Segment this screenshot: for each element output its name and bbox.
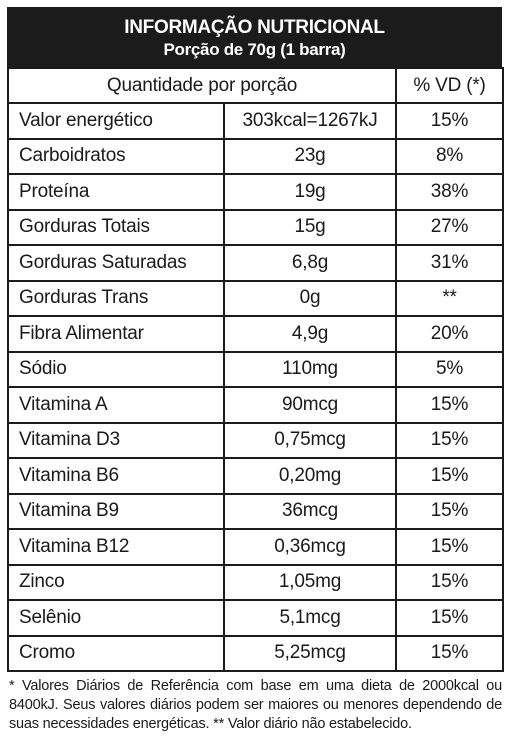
nutrient-amount: 5,1mcg — [222, 599, 398, 637]
nutrient-row: Fibra Alimentar 4,9g 20% — [7, 315, 505, 353]
nutrient-row: Gorduras Totais 15g 27% — [7, 208, 505, 246]
nutrient-row: Vitamina A 90mcg 15% — [7, 386, 505, 424]
nutrient-vd: 20% — [395, 315, 505, 353]
nutrient-vd: 31% — [395, 244, 505, 282]
nutrient-amount: 0,36mcg — [222, 528, 398, 566]
nutrient-name: Sódio — [7, 350, 225, 388]
nutrient-row: Proteína 19g 38% — [7, 173, 505, 211]
nutrient-row: Vitamina B6 0,20mg 15% — [7, 457, 505, 495]
nutrient-name: Selênio — [7, 599, 225, 637]
nutrient-amount: 110mg — [222, 350, 398, 388]
nutrient-row: Sódio 110mg 5% — [7, 350, 505, 388]
nutrient-vd: 8% — [395, 137, 505, 175]
nutrient-vd: 27% — [395, 208, 505, 246]
nutrient-vd: 15% — [395, 492, 505, 530]
nutrition-title: INFORMAÇÃO NUTRICIONAL — [124, 17, 385, 38]
quantity-column-header: Quantidade por porção — [6, 67, 398, 104]
nutrient-row: Vitamina B12 0,36mcg 15% — [7, 528, 505, 566]
nutrient-row: Gorduras Trans 0g ** — [7, 279, 505, 317]
nutrient-vd: 15% — [395, 528, 505, 566]
nutrient-vd: ** — [395, 279, 505, 317]
nutrient-row: Selênio 5,1mcg 15% — [7, 599, 505, 637]
nutrient-name: Valor energético — [7, 102, 225, 140]
nutrient-name: Proteína — [7, 173, 225, 211]
nutrient-name: Vitamina B9 — [7, 492, 225, 530]
nutrient-vd: 15% — [395, 457, 505, 495]
nutrition-table: Quantidade por porção % VD (*) Valor ene… — [6, 67, 505, 672]
nutrient-amount: 1,05mg — [222, 563, 398, 601]
nutrient-amount: 303kcal=1267kJ — [222, 102, 398, 140]
vd-column-header: % VD (*) — [395, 67, 505, 104]
nutrient-name: Cromo — [7, 634, 225, 672]
nutrient-amount: 0,75mcg — [222, 421, 398, 459]
nutrient-name: Carboidratos — [7, 137, 225, 175]
nutrient-name: Gorduras Trans — [7, 279, 225, 317]
nutrient-vd: 5% — [395, 350, 505, 388]
nutrient-amount: 5,25mcg — [222, 634, 398, 672]
nutrient-amount: 90mcg — [222, 386, 398, 424]
nutrient-row: Cromo 5,25mcg 15% — [7, 634, 505, 672]
nutrient-row: Carboidratos 23g 8% — [7, 137, 505, 175]
nutrient-vd: 15% — [395, 563, 505, 601]
nutrient-name: Gorduras Totais — [7, 208, 225, 246]
nutrient-row: Vitamina D3 0,75mcg 15% — [7, 421, 505, 459]
nutrient-row: Gorduras Saturadas 6,8g 31% — [7, 244, 505, 282]
nutrient-name: Fibra Alimentar — [7, 315, 225, 353]
nutrient-row: Zinco 1,05mg 15% — [7, 563, 505, 601]
nutrient-amount: 0g — [222, 279, 398, 317]
nutrient-amount: 19g — [222, 173, 398, 211]
serving-size: Porção de 70g (1 barra) — [163, 40, 346, 59]
nutrient-vd: 15% — [395, 102, 505, 140]
column-header-row: Quantidade por porção % VD (*) — [6, 67, 505, 104]
nutrient-name: Vitamina B6 — [7, 457, 225, 495]
nutrient-amount: 15g — [222, 208, 398, 246]
footnote: * Valores Diários de Referência com base… — [9, 678, 502, 732]
nutrient-vd: 38% — [395, 173, 505, 211]
nutrient-amount: 6,8g — [222, 244, 398, 282]
nutrition-facts-panel: INFORMAÇÃO NUTRICIONAL Porção de 70g (1 … — [6, 7, 505, 734]
nutrient-amount: 0,20mg — [222, 457, 398, 495]
nutrient-vd: 15% — [395, 599, 505, 637]
nutrient-name: Zinco — [7, 563, 225, 601]
nutrient-row: Vitamina B9 36mcg 15% — [7, 492, 505, 530]
nutrient-name: Gorduras Saturadas — [7, 244, 225, 282]
nutrient-name: Vitamina A — [7, 386, 225, 424]
nutrient-vd: 15% — [395, 421, 505, 459]
nutrient-name: Vitamina B12 — [7, 528, 225, 566]
nutrient-amount: 23g — [222, 137, 398, 175]
nutrition-header: INFORMAÇÃO NUTRICIONAL Porção de 70g (1 … — [7, 7, 502, 67]
nutrient-name: Vitamina D3 — [7, 421, 225, 459]
nutrient-vd: 15% — [395, 386, 505, 424]
nutrient-amount: 4,9g — [222, 315, 398, 353]
nutrient-vd: 15% — [395, 634, 505, 672]
nutrient-amount: 36mcg — [222, 492, 398, 530]
nutrient-row: Valor energético 303kcal=1267kJ 15% — [7, 102, 505, 140]
